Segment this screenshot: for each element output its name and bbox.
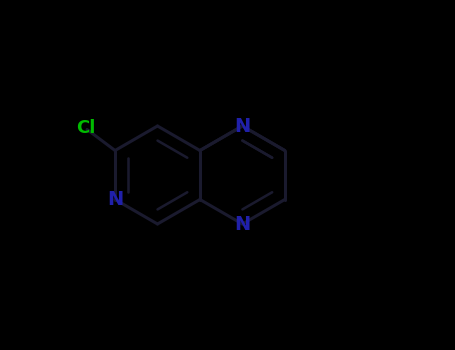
Text: N: N <box>234 215 251 233</box>
Text: Cl: Cl <box>76 119 95 137</box>
Text: N: N <box>234 117 251 135</box>
Text: N: N <box>107 190 123 209</box>
